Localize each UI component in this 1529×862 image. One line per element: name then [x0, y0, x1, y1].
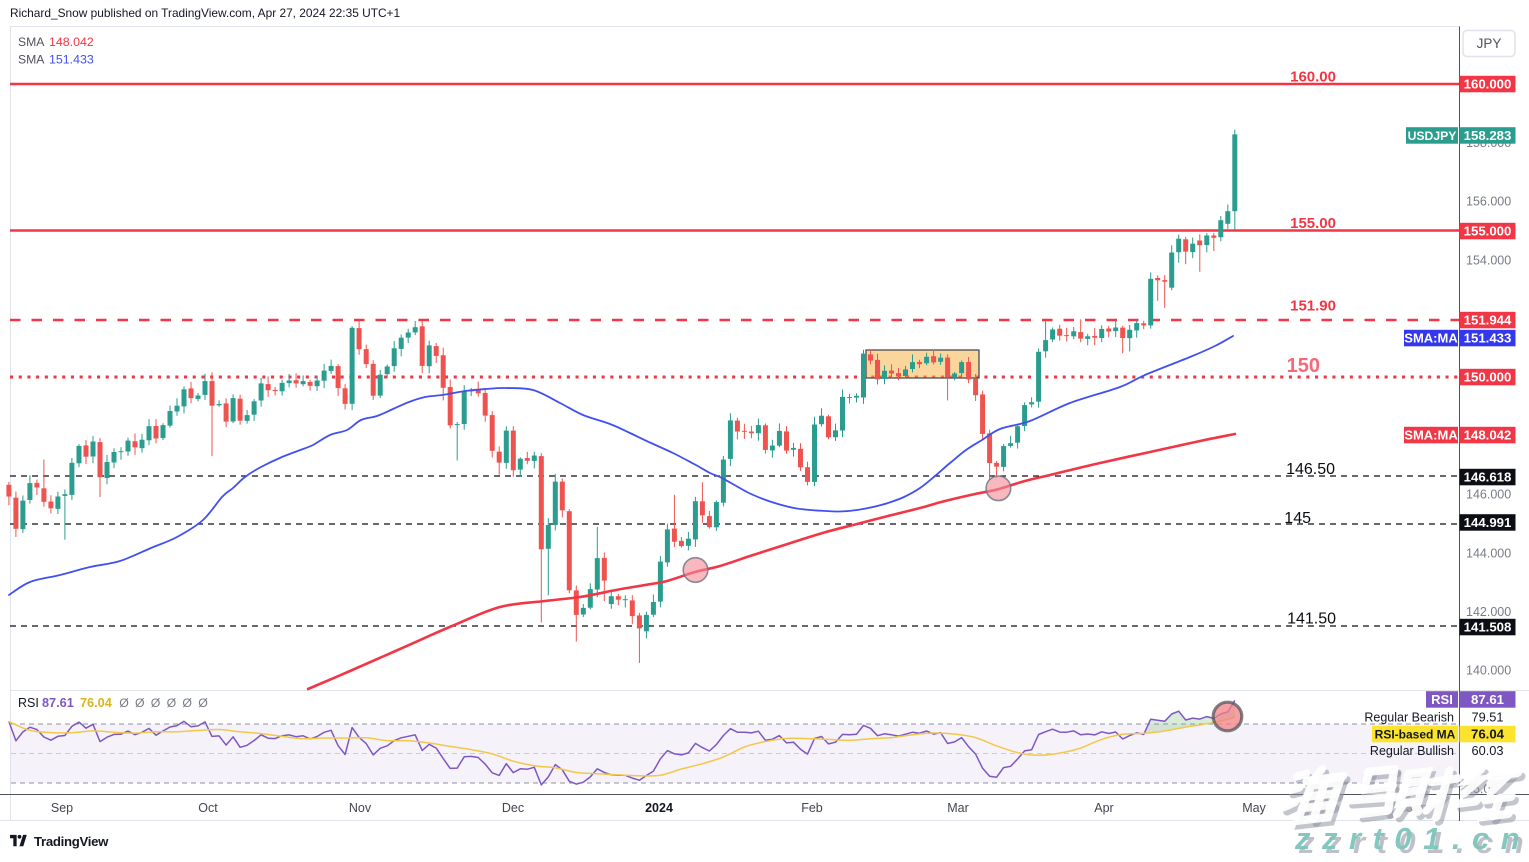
svg-text:Oct: Oct	[198, 801, 218, 815]
svg-text:155.000: 155.000	[1464, 224, 1512, 239]
svg-text:60.03: 60.03	[1471, 743, 1503, 758]
svg-text:87.61: 87.61	[42, 696, 74, 710]
svg-text:Nov: Nov	[349, 801, 372, 815]
svg-text:RSI: RSI	[1431, 692, 1453, 707]
svg-text:Richard_Snow published on Trad: Richard_Snow published on TradingView.co…	[10, 6, 400, 20]
svg-text:Regular Bearish: Regular Bearish	[1364, 711, 1454, 725]
svg-text:146.50: 146.50	[1286, 461, 1335, 478]
svg-text:142.000: 142.000	[1466, 605, 1511, 619]
svg-text:150.000: 150.000	[1464, 370, 1512, 385]
svg-text:USDJPY: USDJPY	[1408, 129, 1457, 143]
svg-text:140.000: 140.000	[1466, 664, 1511, 678]
svg-text:151.90: 151.90	[1290, 298, 1336, 315]
svg-text:141.50: 141.50	[1287, 611, 1336, 628]
svg-text:Ø: Ø	[151, 696, 161, 710]
svg-text:160.00: 160.00	[1290, 69, 1336, 86]
svg-text:May: May	[1242, 801, 1266, 815]
svg-text:SMA: SMA	[18, 35, 45, 49]
svg-text:156.000: 156.000	[1466, 195, 1511, 209]
svg-text:155.00: 155.00	[1290, 215, 1336, 232]
svg-text:79.51: 79.51	[1471, 710, 1503, 725]
svg-text:SMA:MA: SMA:MA	[1404, 330, 1458, 345]
svg-text:RSI: RSI	[18, 696, 39, 710]
svg-text:Ø: Ø	[119, 696, 129, 710]
svg-text:SMA: SMA	[18, 53, 45, 67]
svg-text:Regular Bullish: Regular Bullish	[1370, 744, 1454, 758]
svg-text:141.508: 141.508	[1464, 620, 1512, 635]
svg-text:148.042: 148.042	[49, 35, 94, 49]
svg-text:Feb: Feb	[801, 801, 823, 815]
svg-text:TradingView: TradingView	[34, 834, 109, 849]
svg-text:146.618: 146.618	[1464, 470, 1512, 485]
svg-text:76.04: 76.04	[80, 696, 112, 710]
svg-text:JPY: JPY	[1477, 36, 1502, 51]
svg-text:148.042: 148.042	[1464, 428, 1512, 443]
svg-text:Apr: Apr	[1094, 801, 1113, 815]
svg-text:145: 145	[1284, 510, 1311, 527]
svg-text:160.000: 160.000	[1464, 77, 1512, 92]
svg-text:144.991: 144.991	[1464, 515, 1512, 530]
svg-text:144.000: 144.000	[1466, 546, 1511, 560]
svg-text:146.000: 146.000	[1466, 488, 1511, 502]
svg-text:Mar: Mar	[947, 801, 969, 815]
svg-text:151.433: 151.433	[1464, 331, 1512, 346]
svg-text:zzrt01.cn: zzrt01.cn	[1294, 821, 1529, 856]
svg-text:RSI-based MA: RSI-based MA	[1375, 727, 1456, 741]
svg-text:Ø: Ø	[182, 696, 192, 710]
svg-text:2024: 2024	[645, 801, 673, 815]
svg-text:SMA:MA: SMA:MA	[1404, 427, 1458, 442]
svg-text:154.000: 154.000	[1466, 253, 1511, 267]
svg-text:151.944: 151.944	[1464, 313, 1512, 328]
svg-text:151.433: 151.433	[49, 53, 94, 67]
svg-text:Sep: Sep	[51, 801, 73, 815]
svg-text:Ø: Ø	[167, 696, 177, 710]
svg-text:150: 150	[1287, 355, 1320, 377]
svg-text:zzrt01.cn: zzrt01.cn	[1298, 825, 1529, 857]
svg-text:Ø: Ø	[198, 696, 208, 710]
svg-text:Dec: Dec	[502, 801, 524, 815]
svg-text:76.04: 76.04	[1471, 727, 1505, 742]
svg-text:Ø: Ø	[135, 696, 145, 710]
svg-text:158.283: 158.283	[1464, 128, 1512, 143]
svg-text:87.61: 87.61	[1471, 692, 1504, 707]
